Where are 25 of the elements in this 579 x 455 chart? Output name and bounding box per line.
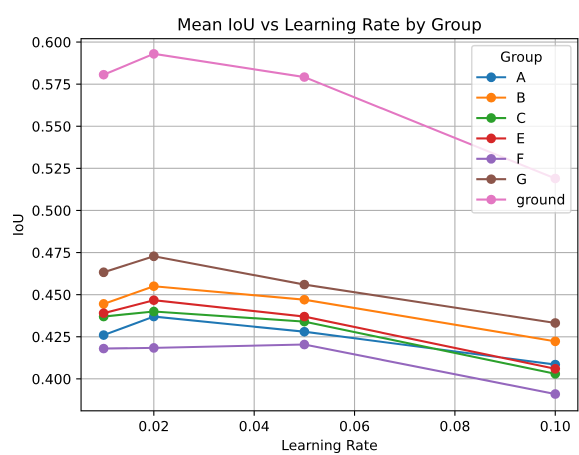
y-tick-label: 0.400 (32, 374, 70, 384)
y-tick-label: 0.575 (32, 79, 70, 90)
x-tick-label: 0.06 (340, 420, 370, 432)
x-axis-title: Learning Rate (282, 440, 377, 454)
legend-label: C (516, 112, 526, 124)
legend-label: A (516, 72, 526, 82)
x-tick-label: 0.08 (440, 420, 470, 432)
legend-label: ground (516, 194, 564, 208)
x-tick-label: 0.04 (240, 420, 269, 432)
legend-title: Group (500, 51, 542, 65)
y-axis-title: IoU (13, 214, 24, 235)
legend-label: B (518, 92, 525, 102)
legend-label: F (518, 154, 524, 164)
y-tick-label: 0.600 (32, 37, 70, 48)
x-tick-label: 0.02 (139, 420, 168, 432)
x-tick-label: 0.10 (540, 420, 570, 432)
y-tick-label: 0.475 (32, 248, 70, 258)
chart-title: Mean IoU vs Learning Rate by Group (178, 18, 481, 34)
y-tick-label: 0.525 (32, 163, 70, 174)
y-tick-label: 0.425 (32, 332, 70, 342)
y-tick-label: 0.500 (32, 205, 70, 216)
legend-label: E (518, 133, 524, 144)
legend-label: G (516, 174, 526, 184)
y-tick-label: 0.450 (32, 290, 70, 300)
y-tick-label: 0.550 (32, 121, 70, 132)
